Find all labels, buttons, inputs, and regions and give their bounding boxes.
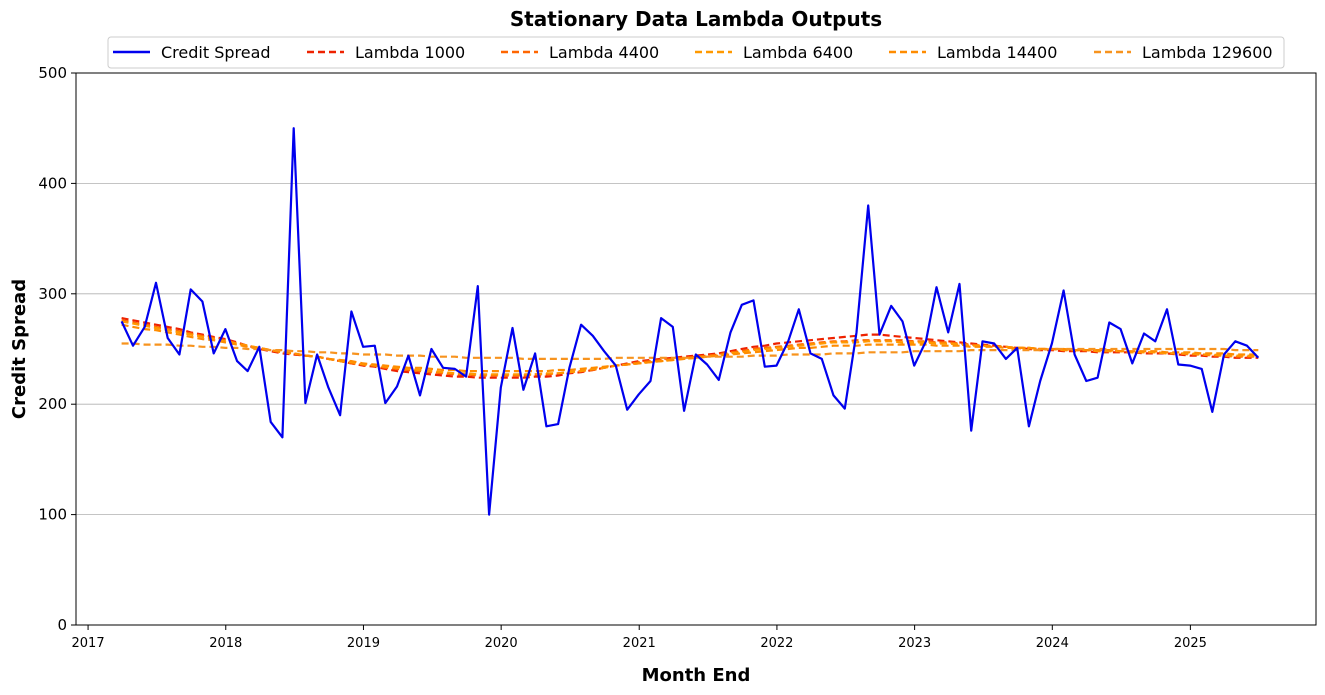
x-tick-label: 2022 — [760, 636, 793, 651]
legend-label: Lambda 6400 — [743, 43, 853, 62]
y-tick-label: 300 — [38, 285, 67, 303]
x-axis-label: Month End — [642, 665, 751, 686]
legend-label: Lambda 14400 — [937, 43, 1057, 62]
series-line-lambda-4400 — [121, 319, 1259, 377]
series-line-lambda-6400 — [121, 320, 1259, 376]
series-line-lambda-129600 — [121, 342, 1259, 360]
legend-label: Lambda 4400 — [549, 43, 659, 62]
x-tick-label: 2021 — [623, 636, 656, 651]
x-tick-label: 2018 — [209, 636, 242, 651]
series-line-lambda-14400 — [121, 323, 1259, 373]
x-tick-label: 2019 — [347, 636, 380, 651]
series-lines — [120, 127, 1260, 516]
x-tick-label: 2023 — [898, 636, 931, 651]
y-tick-label: 400 — [38, 174, 67, 192]
legend: Credit Spread Lambda 1000 Lambda 4400 Lambd… — [107, 36, 1285, 69]
x-tick-label: 2020 — [485, 636, 518, 651]
x-tick-label: 2024 — [1036, 636, 1069, 651]
chart-title: Stationary Data Lambda Outputs — [510, 7, 882, 31]
legend-label: Lambda 1000 — [355, 43, 465, 62]
x-tick-label: 2017 — [72, 636, 105, 651]
x-tick-label: 2025 — [1174, 636, 1207, 651]
y-tick-label: 0 — [57, 616, 67, 634]
y-axis-label: Credit Spread — [9, 279, 30, 419]
y-axis: 0 100 200 300 400 500 — [38, 64, 76, 634]
y-tick-label: 500 — [38, 64, 67, 82]
y-tick-label: 100 — [38, 506, 67, 524]
plot-frame — [75, 72, 1317, 626]
y-tick-label: 200 — [38, 395, 67, 413]
series-line-lambda-1000 — [121, 317, 1259, 379]
x-axis: 2017 2018 2019 2020 2021 2022 2023 2024 2025 — [72, 625, 1207, 651]
legend-label: Lambda 129600 — [1142, 43, 1273, 62]
series-line-credit-spread — [120, 127, 1260, 516]
legend-label: Credit Spread — [161, 43, 271, 62]
